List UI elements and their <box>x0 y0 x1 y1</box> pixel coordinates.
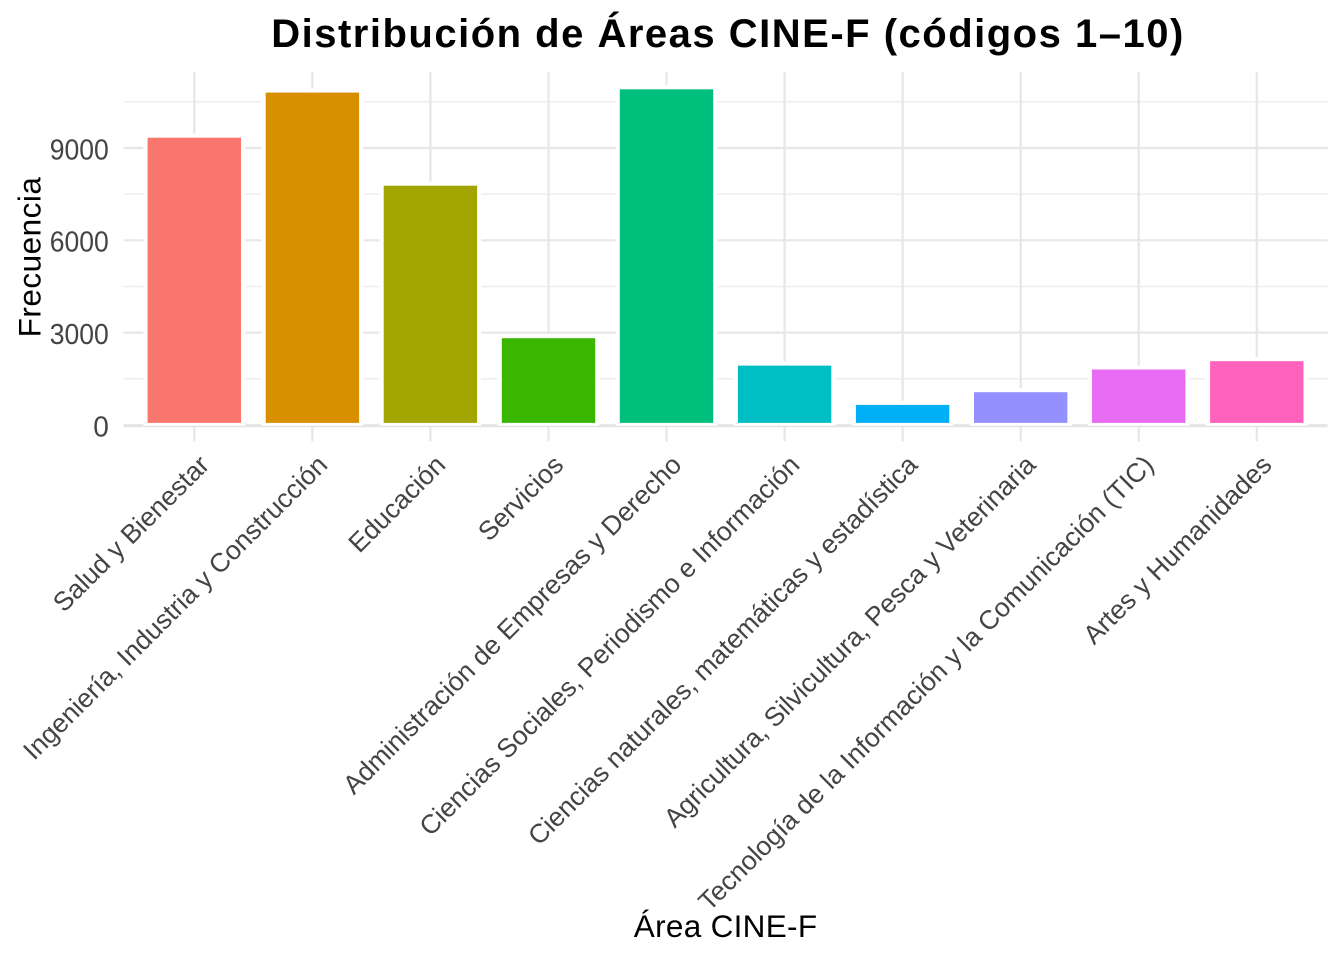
svg-text:Área CINE-F: Área CINE-F <box>634 908 818 944</box>
svg-text:0: 0 <box>93 411 109 443</box>
svg-text:9000: 9000 <box>50 134 109 166</box>
svg-text:Frecuencia: Frecuencia <box>12 177 48 338</box>
svg-text:3000: 3000 <box>50 319 109 351</box>
svg-text:6000: 6000 <box>50 227 109 259</box>
svg-text:Distribución de Áreas CINE-F (: Distribución de Áreas CINE-F (códigos 1–… <box>271 11 1185 56</box>
